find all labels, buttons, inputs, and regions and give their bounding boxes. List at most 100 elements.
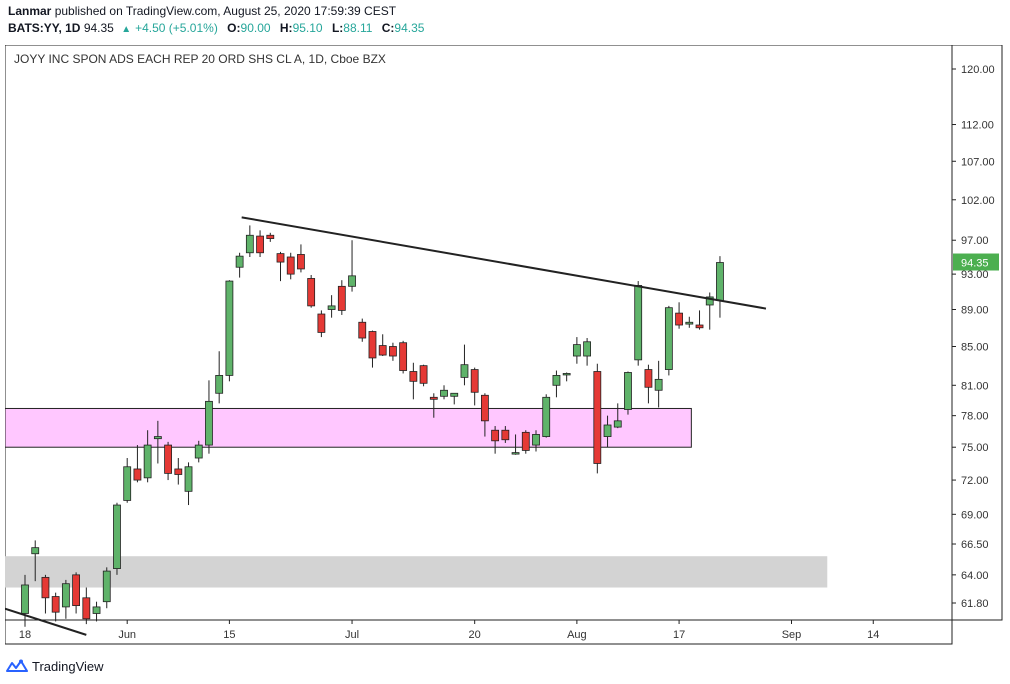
candle-body [337, 285, 346, 311]
candle-body [603, 424, 612, 437]
candle-body [215, 375, 224, 394]
candle-body [297, 254, 305, 270]
candle [82, 587, 91, 625]
candle [61, 579, 70, 619]
candle [644, 364, 653, 404]
price-tick-label: 102.00 [961, 195, 995, 207]
price-tick-label: 64.00 [961, 570, 989, 582]
trendline [0, 606, 87, 636]
price-tick-label: 107.00 [961, 156, 995, 168]
chart-frame[interactable]: JOYY INC SPON ADS EACH REP 20 ORD SHS CL… [0, 44, 1003, 645]
price-tick-label: 69.00 [961, 509, 989, 521]
time-tick-label: Sep [782, 629, 802, 641]
candle [143, 430, 152, 483]
candle [634, 281, 643, 366]
candle [664, 305, 673, 376]
symbol-name: BATS:YY, 1D [8, 21, 81, 35]
candle-body [532, 434, 540, 446]
time-tick-label: 18 [19, 629, 31, 641]
candle [440, 385, 448, 400]
candle-body [307, 278, 316, 307]
candle [205, 380, 213, 454]
symbol-legend: BATS:YY, 1D 94.35 ▲ +4.50 (+5.01%) O:90.0… [8, 21, 424, 35]
last-price-badge [953, 253, 999, 271]
candle-body [685, 321, 694, 325]
candle [72, 572, 80, 614]
price-tick-label: 78.00 [961, 411, 989, 423]
candle-body [256, 235, 264, 254]
candle [51, 592, 60, 622]
candles-layer [21, 225, 724, 627]
candle [184, 462, 193, 506]
candle [215, 351, 224, 404]
candle [429, 393, 438, 418]
time-tick-label: 15 [223, 629, 235, 641]
candle [225, 280, 234, 382]
author-name[interactable]: Lanmar [8, 4, 52, 18]
candlestick-chart[interactable]: JOYY INC SPON ADS EACH REP 20 ORD SHS CL… [0, 44, 1003, 645]
candle [21, 574, 29, 627]
time-tick-label: 20 [469, 629, 481, 641]
trendline [241, 216, 767, 310]
price-tick-label: 93.00 [961, 269, 989, 281]
candle [409, 362, 418, 400]
candle-body [583, 341, 591, 357]
candle-body [460, 364, 469, 378]
candle-body [572, 344, 581, 357]
price-tick-label: 89.00 [961, 304, 989, 316]
candle [378, 334, 387, 357]
candle-body [675, 312, 683, 326]
candle [286, 252, 295, 280]
candle [572, 337, 581, 364]
candle [245, 225, 254, 257]
open-value: 90.00 [240, 21, 271, 35]
low-label: L: [331, 21, 344, 35]
candle-body [389, 346, 397, 357]
price-tick-label: 112.00 [961, 120, 994, 132]
candle-body [123, 466, 132, 501]
candle [276, 251, 285, 282]
candle-body [695, 324, 704, 329]
candle-body [194, 444, 203, 459]
published-text: published on TradingView.com, August 25,… [54, 4, 397, 18]
price-tick-label: 75.00 [961, 442, 989, 454]
close-value: 94.35 [394, 21, 425, 35]
candle [389, 342, 397, 361]
resistance-zone [4, 407, 692, 448]
high-label: H: [279, 21, 293, 35]
candle [31, 540, 40, 582]
support-zone [5, 556, 828, 588]
time-axis-area[interactable] [4, 619, 953, 645]
candle [552, 370, 561, 398]
candle-body [286, 256, 295, 275]
candle [307, 274, 316, 308]
candle [174, 458, 183, 485]
price-axis-area[interactable] [951, 44, 1003, 621]
candle-body [113, 504, 121, 569]
candle-body [654, 378, 663, 391]
candle-body [501, 429, 510, 441]
candle [450, 392, 459, 405]
price-axis-labels: 120.00 112.00 107.00 102.00 97.00 93.00 89.00 8… [952, 64, 999, 610]
candle-body [205, 400, 213, 446]
candle [235, 252, 244, 278]
candle-body [429, 396, 438, 400]
candle [102, 567, 111, 609]
candle-body [593, 371, 602, 464]
candle [164, 441, 172, 481]
tradingview-logo-icon[interactable] [6, 659, 28, 673]
candle-body [92, 606, 101, 614]
time-tick-label: Aug [567, 629, 587, 641]
candle [583, 338, 591, 366]
candle [133, 445, 142, 483]
price-change: +4.50 (+5.01%) [135, 21, 218, 35]
candle [480, 393, 489, 437]
candle [113, 502, 121, 575]
candle [419, 364, 428, 387]
plot-area[interactable] [4, 44, 953, 621]
price-tick-label: 85.00 [961, 341, 989, 353]
candle-body [378, 345, 387, 356]
up-arrow-icon: ▲ [121, 24, 132, 35]
tradingview-brand[interactable]: TradingView [32, 658, 104, 674]
candle [685, 316, 694, 328]
